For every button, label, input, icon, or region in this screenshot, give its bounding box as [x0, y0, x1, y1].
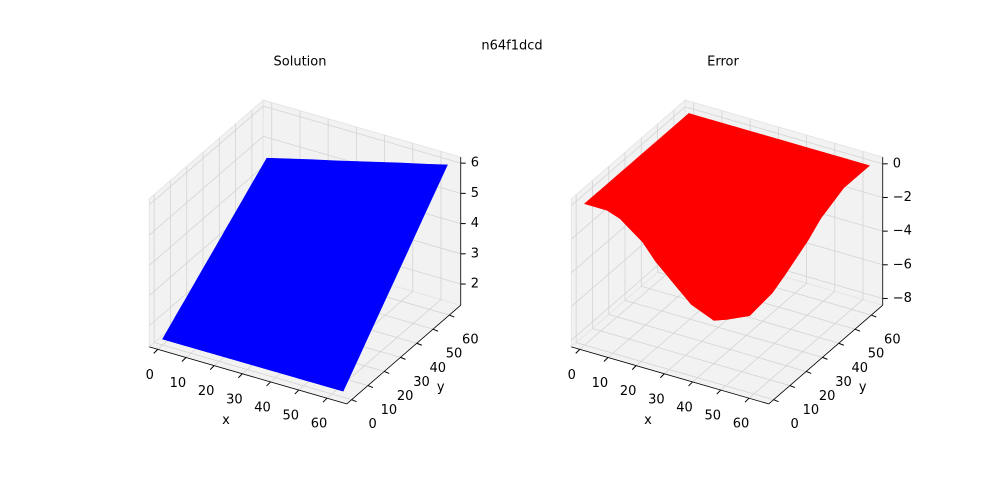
tick-mark	[400, 356, 406, 360]
y-tick-label: 30	[413, 375, 430, 390]
surface-face	[742, 244, 779, 259]
y-tick-label: 0	[368, 417, 376, 432]
x-tick-label: 60	[733, 417, 750, 432]
tick-mark	[153, 348, 159, 354]
grid-line	[624, 299, 823, 358]
grid-line	[263, 105, 461, 164]
axis-line	[149, 346, 347, 405]
x-tick-label: 40	[254, 400, 271, 415]
surface-face	[320, 356, 357, 392]
grid-line	[149, 136, 264, 236]
tick-mark	[209, 365, 215, 370]
z-tick-label: −2	[893, 190, 912, 205]
y-tick-label: 10	[381, 403, 398, 418]
tick-mark	[294, 389, 300, 395]
y-tick-label: 10	[803, 403, 820, 418]
grid-line	[154, 342, 352, 401]
z-tick-label: 0	[893, 156, 901, 171]
axis-line	[346, 304, 461, 405]
y-tick-label: 40	[851, 361, 868, 376]
x-tick-label: 60	[311, 417, 328, 432]
tick-mark	[716, 389, 722, 395]
subplot-title: Error	[707, 55, 739, 70]
tick-mark	[854, 328, 861, 332]
tick-mark	[351, 399, 357, 403]
y-tick-label: 40	[429, 361, 446, 376]
axis-line	[768, 304, 883, 405]
tick-mark	[322, 397, 328, 403]
tick-mark	[789, 385, 796, 389]
subplot-title: Solution	[274, 55, 327, 70]
y-tick-label: 60	[462, 333, 479, 348]
x-tick-label: 20	[620, 384, 637, 399]
z-tick-label: −4	[893, 224, 912, 239]
y-tick-label: 50	[446, 347, 463, 362]
x-tick-label: 30	[226, 392, 243, 407]
x-tick-label: 10	[170, 376, 187, 391]
x-tick-label: 30	[648, 392, 665, 407]
grid-line	[592, 328, 791, 386]
grid-line	[685, 106, 883, 165]
z-tick-label: 6	[471, 156, 479, 171]
y-tick-label: 60	[884, 333, 901, 348]
tick-mark	[631, 365, 637, 370]
tick-mark	[603, 357, 609, 362]
grid-line	[149, 105, 264, 206]
tick-mark	[805, 371, 812, 374]
tick-mark	[238, 373, 243, 379]
tick-mark	[416, 342, 422, 346]
z-tick-label: 4	[471, 216, 479, 231]
grid-line	[149, 166, 264, 266]
y-axis-label: y	[859, 380, 867, 395]
x-tick-label: 10	[592, 376, 609, 391]
x-axis-label: x	[222, 413, 230, 428]
x-tick-label: 20	[198, 384, 215, 399]
y-axis-label: y	[437, 380, 445, 395]
grid-line	[720, 291, 836, 391]
tick-mark	[688, 381, 693, 387]
tick-mark	[367, 385, 374, 389]
y-tick-label: 30	[835, 375, 852, 390]
grid-line	[748, 299, 864, 399]
tick-mark	[871, 314, 877, 318]
x-axis-label: x	[644, 413, 652, 428]
x-tick-label: 50	[282, 409, 299, 424]
z-tick-label: 3	[471, 246, 479, 261]
z-tick-label: −6	[893, 257, 912, 272]
z-tick-label: 2	[471, 277, 479, 292]
x-tick-label: 40	[676, 400, 693, 415]
y-tick-label: 20	[819, 389, 836, 404]
grid-line	[692, 282, 807, 383]
x-tick-label: 50	[704, 409, 721, 424]
grid-line	[571, 106, 686, 206]
grid-line	[576, 342, 774, 401]
axis-line	[571, 346, 769, 405]
tick-mark	[432, 328, 439, 332]
x-tick-label: 0	[568, 368, 576, 383]
tick-mark	[744, 397, 750, 403]
y-tick-label: 20	[397, 389, 414, 404]
tick-mark	[181, 357, 187, 362]
y-tick-label: 50	[868, 347, 885, 362]
y-tick-label: 0	[790, 417, 798, 432]
tick-mark	[449, 314, 455, 318]
tick-mark	[575, 348, 581, 354]
grid-line	[608, 314, 807, 372]
tick-mark	[773, 399, 779, 403]
tick-mark	[383, 371, 390, 374]
tick-mark	[660, 373, 665, 379]
figure-title: n64f1dcd	[481, 39, 542, 54]
x-tick-label: 0	[146, 368, 154, 383]
tick-mark	[822, 356, 828, 360]
z-tick-label: 5	[471, 186, 479, 201]
tick-mark	[266, 381, 271, 387]
tick-mark	[838, 342, 844, 346]
z-tick-label: −8	[893, 291, 912, 306]
